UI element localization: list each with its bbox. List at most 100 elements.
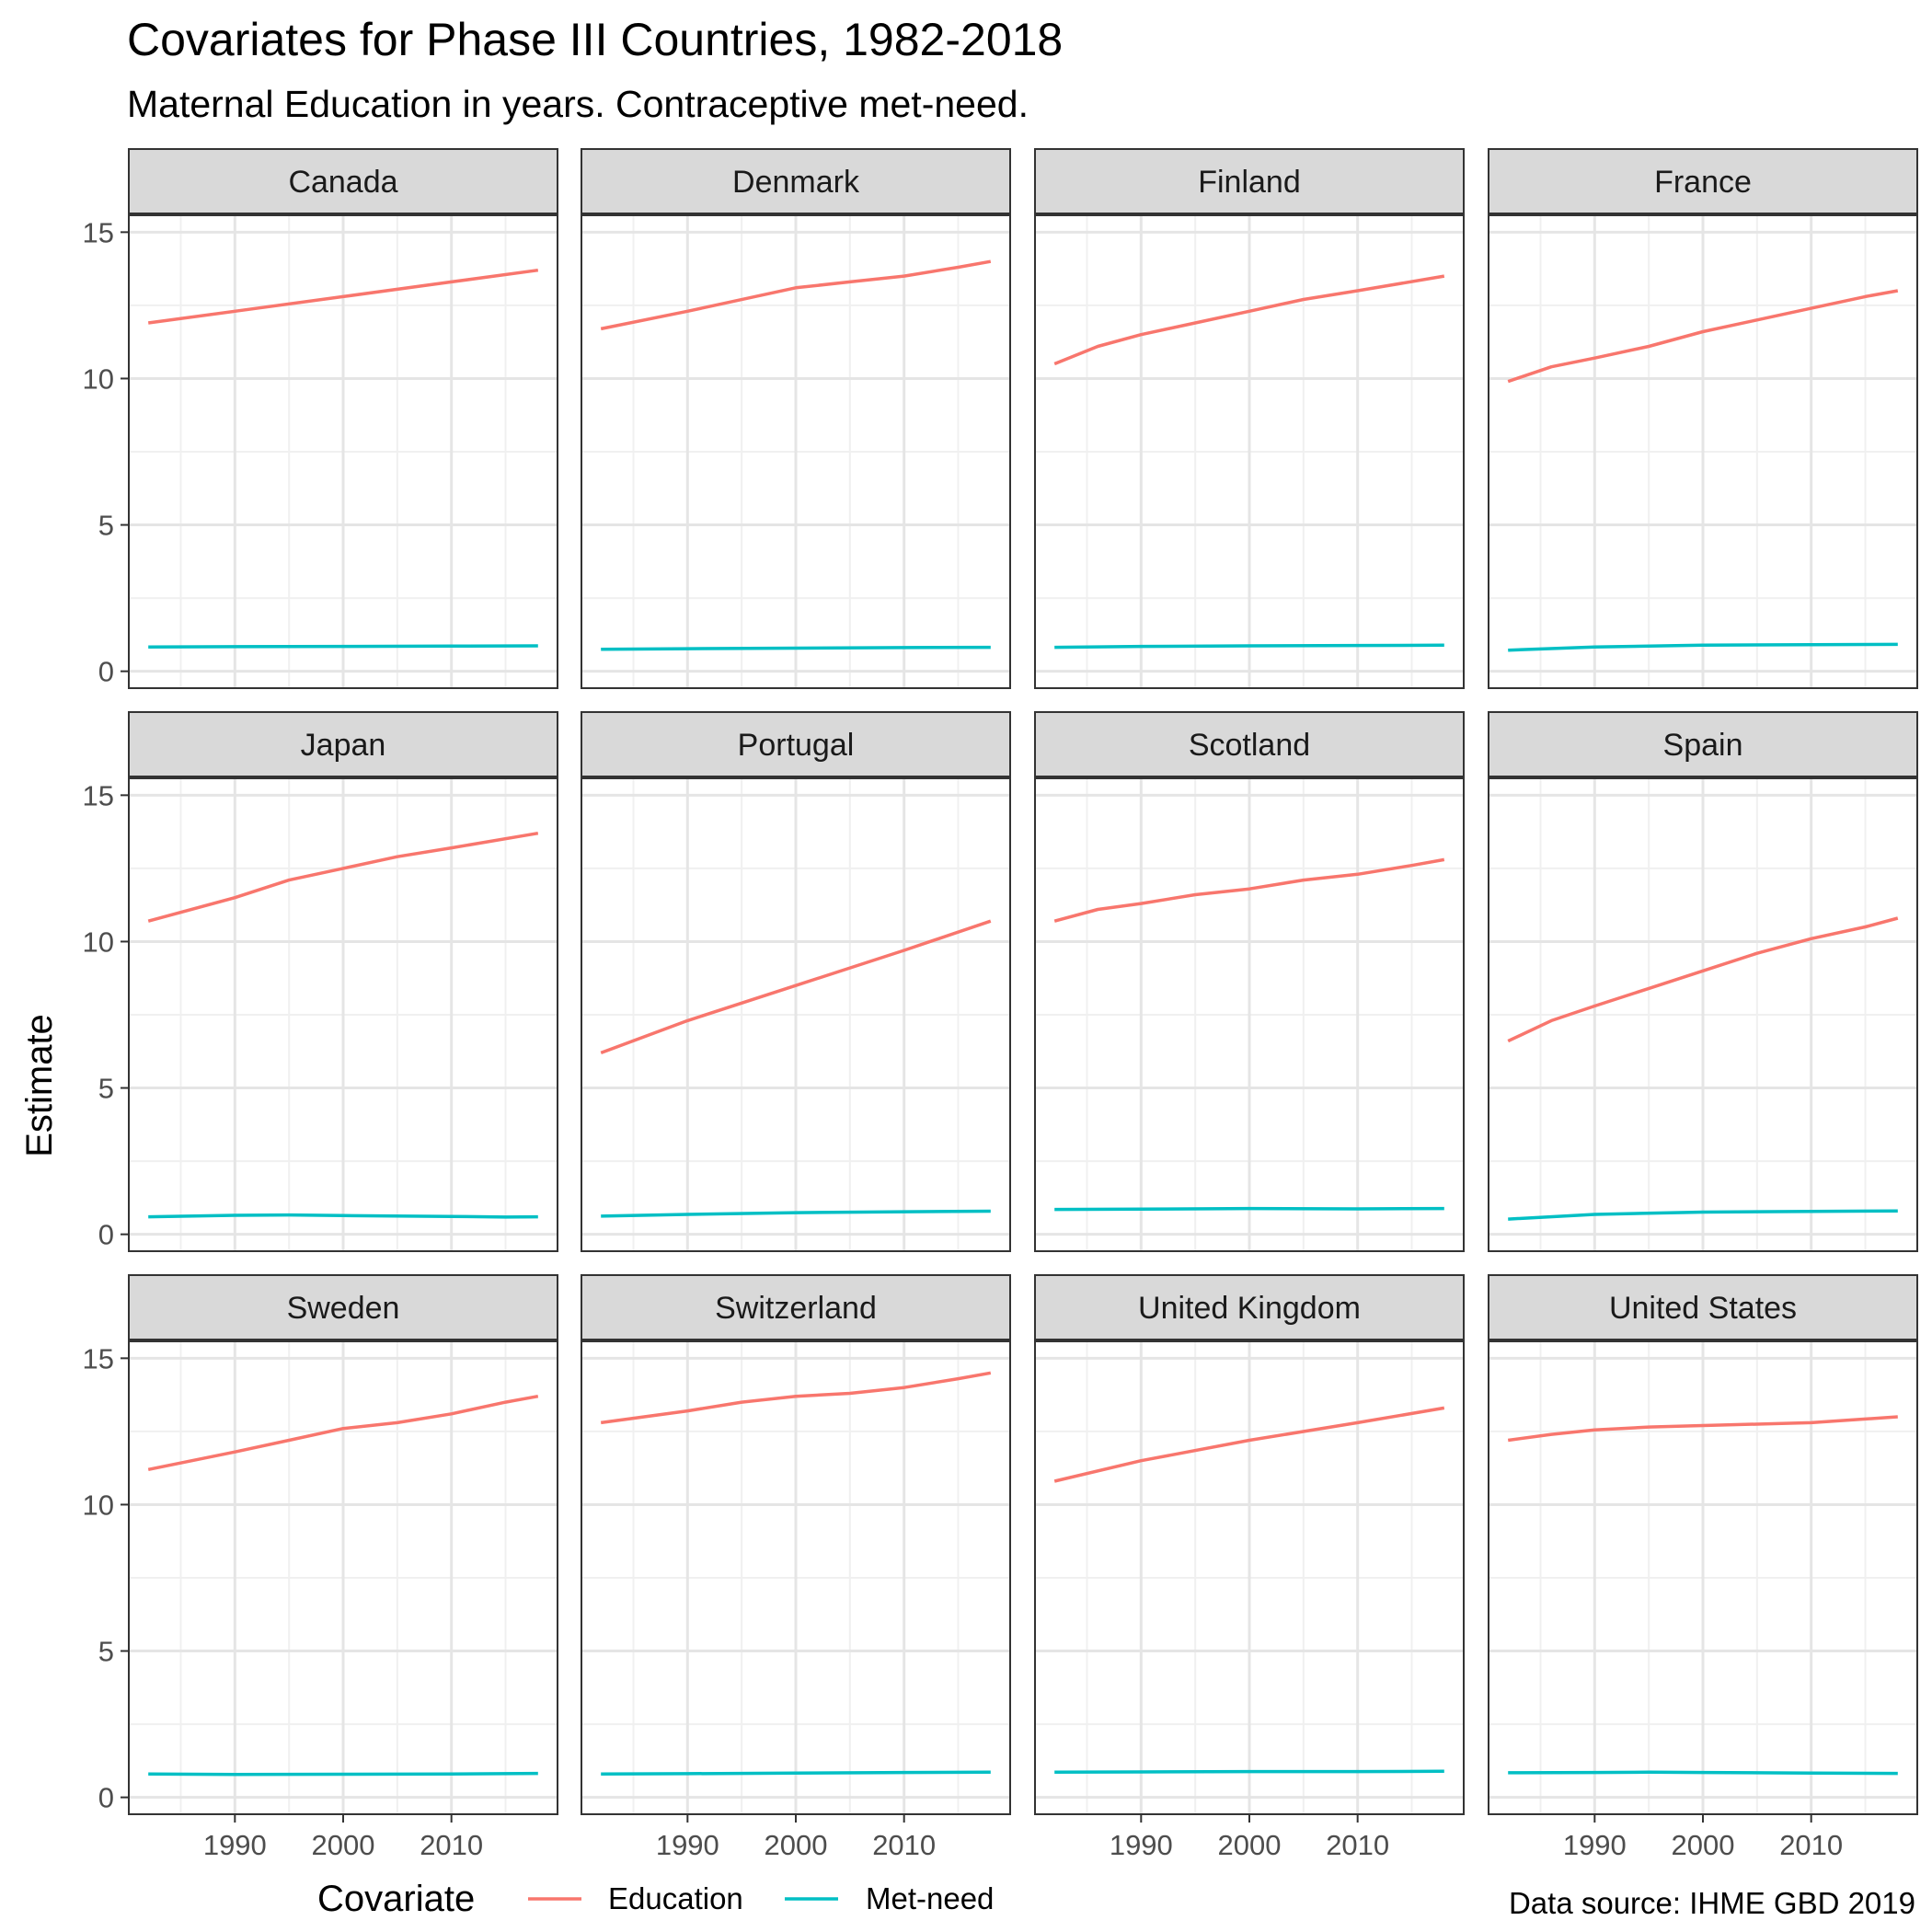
- facet-strip-france: [1488, 148, 1918, 214]
- series-line-education-finland: [1053, 274, 1445, 366]
- facet-denmark: Denmark: [581, 148, 1011, 689]
- facet-title-portugal: Portugal: [738, 728, 855, 763]
- facet-united-kingdom: United Kingdom 1990 2000 2010: [1034, 1274, 1465, 1861]
- y-tick-label: 5: [98, 1636, 114, 1668]
- panel-border-scotland: [1034, 777, 1465, 1252]
- x-tick-label: 2000: [765, 1829, 828, 1861]
- legend-label-education: Education: [608, 1881, 743, 1915]
- series-line-education-france: [1507, 289, 1899, 384]
- facet-strip-portugal: [581, 711, 1011, 777]
- series-line-met-need-sweden: [148, 1771, 538, 1777]
- facet-title-spain: Spain: [1663, 728, 1743, 763]
- facet-strip-scotland: [1034, 711, 1465, 777]
- series-line-education-japan: [147, 831, 539, 923]
- series-line-education-canada: [147, 268, 539, 325]
- series-line-met-need-spain: [1508, 1209, 1898, 1221]
- series-line-education-switzerland: [600, 1371, 992, 1425]
- facet-spain: Spain: [1488, 711, 1918, 1252]
- facet-title-france: France: [1654, 165, 1752, 200]
- series-line-met-need-united-kingdom: [1054, 1769, 1444, 1775]
- y-tick-label: 0: [98, 656, 114, 688]
- chart-subtitle: Maternal Education in years. Contracepti…: [127, 83, 1029, 125]
- series-line-met-need-switzerland: [601, 1770, 991, 1776]
- series-line-education-scotland: [1053, 857, 1445, 923]
- series-line-education-united-states: [1507, 1415, 1898, 1443]
- facet-title-scotland: Scotland: [1189, 728, 1310, 763]
- y-tick-label: 10: [83, 1489, 114, 1521]
- series-line-education-denmark: [600, 259, 992, 331]
- facet-strip-denmark: [581, 148, 1011, 214]
- series-line-met-need-france: [1508, 642, 1898, 652]
- x-tick-label: 2010: [420, 1829, 483, 1861]
- facet-title-canada: Canada: [288, 165, 397, 200]
- panel-border-france: [1488, 214, 1918, 689]
- legend-label-met-need: Met-need: [866, 1881, 994, 1915]
- series-line-education-spain: [1507, 916, 1899, 1043]
- facet-title-united-states: United States: [1609, 1291, 1797, 1326]
- facet-strip-sweden: [128, 1274, 558, 1340]
- facet-portugal: Portugal: [581, 711, 1011, 1252]
- facet-finland: Finland: [1034, 148, 1465, 689]
- facet-strip-spain: [1488, 711, 1918, 777]
- facet-strip-united-states: [1488, 1274, 1918, 1340]
- facet-title-denmark: Denmark: [732, 165, 860, 200]
- series-line-met-need-denmark: [601, 645, 991, 651]
- chart-title: Covariates for Phase III Countries, 1982…: [127, 14, 1063, 65]
- facet-title-japan: Japan: [301, 728, 386, 763]
- facet-switzerland: Switzerland 1990 2000 2010: [581, 1274, 1011, 1861]
- x-tick-label: 2010: [1779, 1829, 1843, 1861]
- x-tick-label: 2000: [1672, 1829, 1735, 1861]
- x-tick-label: 2010: [1326, 1829, 1389, 1861]
- y-tick-label: 0: [98, 1782, 114, 1814]
- facet-united-states: United States 1990 2000 2010: [1488, 1274, 1918, 1861]
- facet-japan: Japan 0 5 10 15: [83, 711, 558, 1252]
- series-line-met-need-japan: [148, 1213, 538, 1219]
- y-tick-label: 10: [83, 926, 114, 958]
- facet-title-switzerland: Switzerland: [715, 1291, 877, 1326]
- facet-france: France: [1488, 148, 1918, 689]
- facet-strip-united-kingdom: [1034, 1274, 1465, 1340]
- y-tick-label: 15: [83, 1342, 114, 1374]
- y-tick-label: 15: [83, 779, 114, 811]
- series-line-met-need-united-states: [1508, 1770, 1898, 1776]
- x-tick-label: 1990: [203, 1829, 267, 1861]
- series-line-education-united-kingdom: [1053, 1406, 1445, 1483]
- y-tick-label: 5: [98, 510, 114, 542]
- panel-border-portugal: [581, 777, 1011, 1252]
- y-axis-label: Estimate: [19, 1014, 60, 1157]
- data-source-caption: Data source: IHME GBD 2019: [1509, 1886, 1915, 1920]
- y-tick-label: 10: [83, 362, 114, 395]
- x-tick-label: 2000: [1218, 1829, 1282, 1861]
- x-tick-label: 1990: [1110, 1829, 1173, 1861]
- facet-strip-japan: [128, 711, 558, 777]
- y-tick-label: 15: [83, 216, 114, 248]
- series-line-met-need-scotland: [1054, 1206, 1444, 1212]
- x-tick-label: 2010: [872, 1829, 936, 1861]
- facet-scotland: Scotland: [1034, 711, 1465, 1252]
- facet-canada: Canada 0 5 10 15: [83, 148, 558, 689]
- facet-strip-switzerland: [581, 1274, 1011, 1340]
- facet-title-finland: Finland: [1198, 165, 1301, 200]
- facet-strip-canada: [128, 148, 558, 214]
- panel-border-canada: [128, 214, 558, 689]
- legend: Covariate Education Met-need: [317, 1879, 994, 1919]
- y-tick-label: 0: [98, 1219, 114, 1251]
- x-tick-label: 1990: [1563, 1829, 1627, 1861]
- facet-title-sweden: Sweden: [287, 1291, 400, 1326]
- panel-border-spain: [1488, 777, 1918, 1252]
- panel-border-japan: [128, 777, 558, 1252]
- legend-title: Covariate: [317, 1879, 475, 1919]
- series-line-education-sweden: [147, 1394, 539, 1472]
- facet-sweden: Sweden 0 5 10 15 1990 2000 2010: [83, 1274, 558, 1861]
- x-tick-label: 2000: [312, 1829, 375, 1861]
- series-line-met-need-canada: [148, 644, 538, 649]
- facet-title-united-kingdom: United Kingdom: [1138, 1291, 1361, 1326]
- facet-panels: Canada 0 5 10 15 Denmark Finland France Japan 0 5 1…: [83, 148, 1918, 1861]
- facet-strip-finland: [1034, 148, 1465, 214]
- panel-border-finland: [1034, 214, 1465, 689]
- series-line-met-need-finland: [1054, 643, 1444, 650]
- panel-border-denmark: [581, 214, 1011, 689]
- series-line-education-portugal: [600, 919, 992, 1055]
